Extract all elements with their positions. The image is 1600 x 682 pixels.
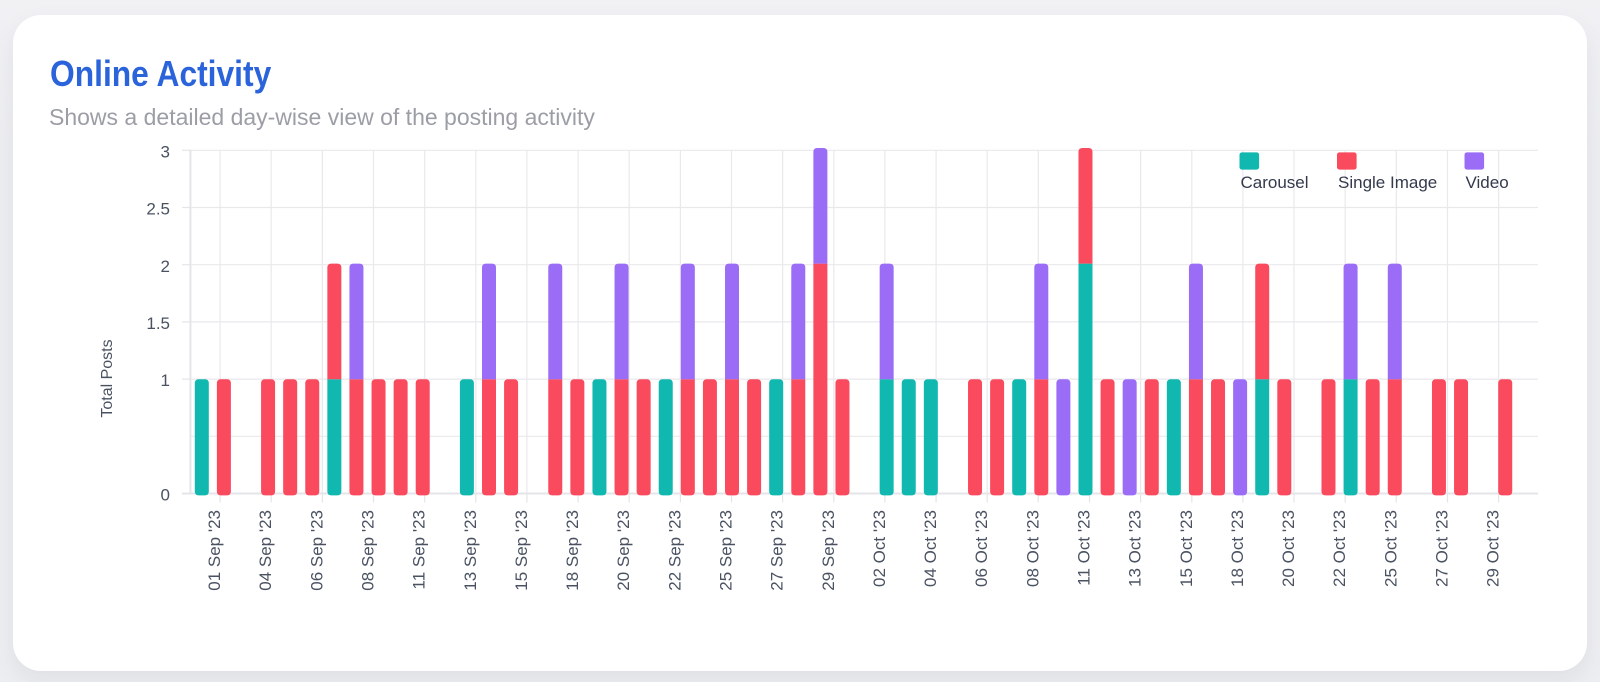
svg-text:04 Sep '23: 04 Sep '23 bbox=[256, 510, 275, 591]
svg-text:08 Sep '23: 08 Sep '23 bbox=[359, 510, 378, 591]
svg-text:22 Oct '23: 22 Oct '23 bbox=[1330, 510, 1349, 587]
svg-text:Single Image: Single Image bbox=[1338, 173, 1437, 192]
svg-text:11 Sep '23: 11 Sep '23 bbox=[410, 510, 429, 590]
svg-text:25 Oct '23: 25 Oct '23 bbox=[1381, 510, 1400, 587]
svg-text:Video: Video bbox=[1466, 173, 1509, 192]
svg-text:0: 0 bbox=[161, 486, 170, 505]
svg-text:13 Oct '23: 13 Oct '23 bbox=[1126, 510, 1145, 587]
svg-text:25 Sep '23: 25 Sep '23 bbox=[717, 510, 736, 591]
svg-text:3: 3 bbox=[161, 142, 170, 161]
svg-text:06 Sep '23: 06 Sep '23 bbox=[307, 510, 326, 591]
svg-text:29 Sep '23: 29 Sep '23 bbox=[819, 510, 838, 591]
svg-text:27 Oct '23: 27 Oct '23 bbox=[1433, 510, 1452, 587]
svg-text:08 Oct '23: 08 Oct '23 bbox=[1023, 510, 1042, 587]
svg-text:2.5: 2.5 bbox=[146, 200, 170, 219]
svg-text:Carousel: Carousel bbox=[1241, 173, 1309, 192]
svg-text:18 Sep '23: 18 Sep '23 bbox=[563, 510, 582, 591]
svg-text:Total Posts: Total Posts bbox=[99, 339, 116, 417]
svg-text:06 Oct '23: 06 Oct '23 bbox=[972, 510, 991, 587]
svg-text:15 Sep '23: 15 Sep '23 bbox=[512, 510, 531, 591]
svg-text:13 Sep '23: 13 Sep '23 bbox=[461, 510, 480, 591]
svg-text:04 Oct '23: 04 Oct '23 bbox=[921, 510, 940, 587]
svg-text:29 Oct '23: 29 Oct '23 bbox=[1484, 510, 1503, 587]
svg-text:20 Oct '23: 20 Oct '23 bbox=[1279, 510, 1298, 587]
svg-text:02 Oct '23: 02 Oct '23 bbox=[870, 510, 889, 587]
svg-text:18 Oct '23: 18 Oct '23 bbox=[1228, 510, 1247, 587]
svg-text:27 Sep '23: 27 Sep '23 bbox=[768, 510, 787, 591]
svg-text:15 Oct '23: 15 Oct '23 bbox=[1177, 510, 1196, 587]
svg-text:22 Sep '23: 22 Sep '23 bbox=[665, 510, 684, 591]
svg-text:11 Oct '23: 11 Oct '23 bbox=[1075, 510, 1094, 586]
svg-text:1: 1 bbox=[161, 371, 170, 390]
svg-text:20 Sep '23: 20 Sep '23 bbox=[614, 510, 633, 591]
svg-text:01 Sep '23: 01 Sep '23 bbox=[205, 510, 224, 591]
svg-text:2: 2 bbox=[161, 257, 170, 276]
svg-text:1.5: 1.5 bbox=[146, 314, 170, 333]
